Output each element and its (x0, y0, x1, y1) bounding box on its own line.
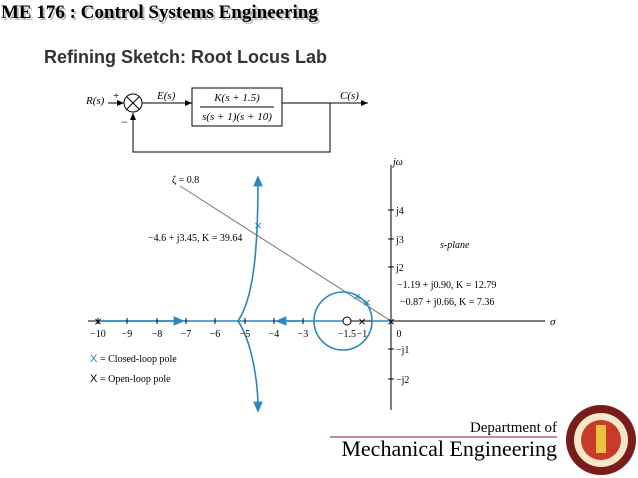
svg-text:×: × (387, 314, 395, 329)
annotation: −4.6 + j3.45, K = 39.64 (148, 233, 242, 244)
svg-text:×: × (353, 289, 361, 304)
open-loop-poles: × × × (94, 314, 395, 329)
imag-tick-label: −j2 (396, 375, 409, 386)
plane-label: s-plane (440, 240, 470, 251)
real-tick-label: 0 (397, 329, 402, 340)
imag-tick-label: j3 (395, 235, 404, 246)
real-tick-label: −1.5 (338, 329, 356, 340)
imag-axis-label: jω (391, 157, 403, 168)
real-tick-label: −7 (181, 329, 192, 340)
svg-text:×: × (363, 295, 371, 310)
closed-loop-poles: ×× × (254, 218, 371, 310)
slide-title: Refining Sketch: Root Locus Lab (44, 47, 327, 67)
svg-text:×: × (94, 314, 102, 329)
zeta-label: ζ = 0.8 (172, 175, 199, 186)
real-tick-label: −4 (269, 329, 280, 340)
imag-tick-label: j4 (395, 206, 404, 217)
error-label: E(s) (156, 90, 176, 102)
minus-sign: − (121, 115, 128, 129)
imag-tick-label: j2 (395, 263, 404, 274)
real-tick-label: −8 (152, 329, 163, 340)
plus-sign: + (113, 90, 119, 102)
block-diagram (108, 87, 368, 153)
legend-text: = Open-loop pole (100, 374, 171, 385)
output-label: C(s) (340, 90, 359, 102)
real-tick-label: −6 (210, 329, 221, 340)
course-shadow: ME 176 : Control Systems Engineering (3, 4, 320, 25)
svg-text:×: × (254, 218, 262, 233)
locus (98, 175, 391, 413)
real-tick-label: −10 (90, 329, 106, 340)
department-name: Mechanical Engineering (341, 436, 557, 461)
imag-tick-label: −j1 (396, 345, 409, 356)
zeta-line (179, 185, 392, 322)
seal (566, 405, 636, 475)
svg-text:×: × (358, 314, 366, 329)
annotation: −1.19 + j0.90, K = 12.79 (397, 280, 496, 291)
open-loop-zero (342, 316, 352, 326)
legend-text: = Closed-loop pole (100, 354, 177, 365)
real-tick-label: −3 (298, 329, 309, 340)
plot (88, 165, 545, 413)
annotation: −0.87 + j0.66, K = 7.36 (400, 297, 494, 308)
course-title: ME 176 : Control Systems Engineering (1, 2, 318, 23)
department: Department of (470, 420, 557, 436)
denominator: s(s + 1)(s + 10) (202, 111, 272, 123)
real-tick-label: −1 (357, 329, 368, 340)
legend-marker: X (90, 373, 98, 385)
real-tick-label: −5 (240, 329, 251, 340)
input-label: R(s) (85, 95, 105, 107)
real-tick-label: −9 (122, 329, 133, 340)
legend-marker: X (90, 353, 98, 365)
real-axis-label: σ (550, 316, 556, 328)
numerator: K(s + 1.5) (213, 92, 260, 104)
